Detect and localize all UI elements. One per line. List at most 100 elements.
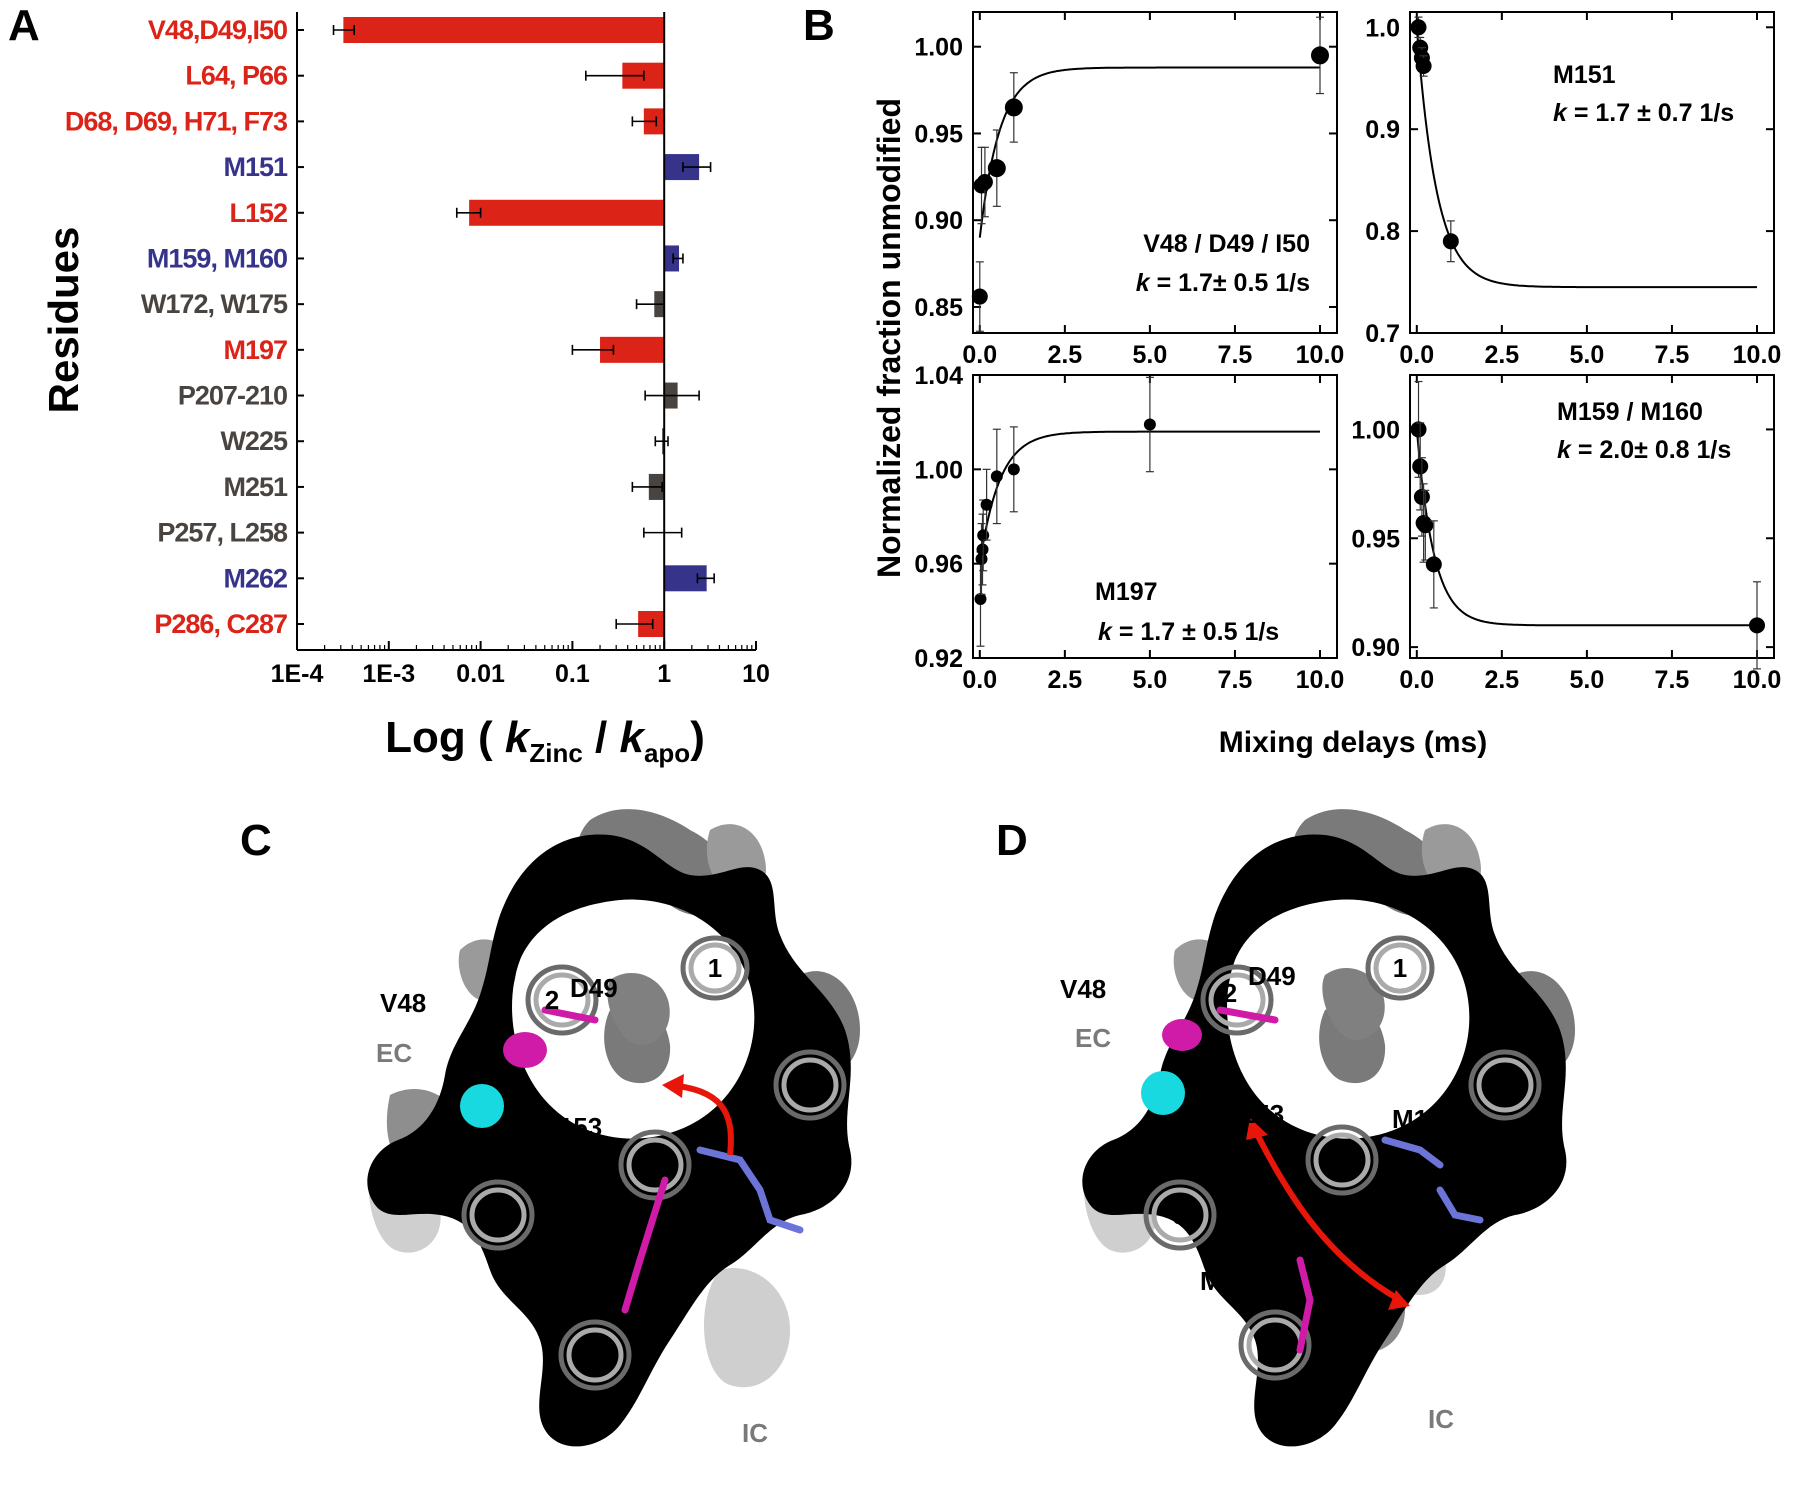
helix-2: 2 [545,985,559,1015]
subplot-tl: 0.0 2.5 5.0 7.5 10.0 0.85 0.90 0.95 1.00 V48 / D4… [914,11,1345,369]
data-point [1413,488,1430,505]
x-tick-label: 5.0 [1570,341,1605,369]
residue-label: V48,D49,I50 [148,15,287,45]
label-h153: H153 [540,1112,602,1142]
x-tick-label: 10 [742,660,770,688]
rate-annotation: k = 1.7 ± 0.7 1/s [1553,99,1734,127]
rate-annotation: k = 1.7 ± 0.5 1/s [1098,618,1279,646]
helix-6: 6 [588,1340,602,1370]
x-tick-label: 0.0 [1399,666,1434,694]
label-d49-d: D49 [1248,961,1296,991]
y-tick-label: 0.92 [914,645,963,673]
xlabel-a: Log ( kZinc / kapo) [385,713,705,768]
residue-label: W172, W175 [141,289,288,319]
x-tick-label: 7.5 [1218,341,1253,369]
x-tick-label: 5.0 [1133,666,1168,694]
rate-annotation: k = 2.0± 0.8 1/s [1557,436,1731,464]
panel-label-d: D [996,816,1028,865]
data-point [971,288,988,305]
x-tick-label: 0.1 [555,660,590,688]
label-h153-d: H153 [1222,1099,1284,1129]
y-tick-label: 1.00 [1351,416,1400,444]
x-tick-label: 1E-4 [271,660,324,688]
subplot-bl: 0.0 2.5 5.0 7.5 10.0 0.92 0.96 1.00 1.04 M197 k = … [914,362,1344,694]
x-tick-label: 10.0 [1296,341,1345,369]
x-tick-label: 2.5 [1484,341,1519,369]
xlabel-b: Mixing delays (ms) [1219,726,1487,759]
x-tick-label: 10.0 [1296,666,1345,694]
data-point [974,593,987,606]
fit-curve [1415,27,1757,289]
side-chains [541,1006,804,1314]
x-tick-label: 0.0 [962,666,997,694]
y-tick-label: 0.90 [914,207,963,235]
plot-frame [1409,11,1775,334]
kinetics-chart-b: Normalized fraction unmodified Mixing de… [871,11,1782,759]
panel-label-a: A [8,1,40,50]
x-tick-label: 5.0 [1570,666,1605,694]
bar [469,199,665,226]
residue-labels: V48,D49,I50 L64, P66 D68, D69, H71, F73 M15… [65,15,289,639]
subplots: 0.0 2.5 5.0 7.5 10.0 0.85 0.90 0.95 1.00 V48 / D4… [914,11,1782,694]
label-m151-d: M151 [1392,1104,1457,1134]
y-tick-label: 1.00 [914,34,963,62]
data-point [1143,418,1156,431]
helix-4: 4 [803,1070,818,1100]
data-point [990,470,1003,483]
label-l152: L152 [560,1221,619,1251]
y-tick-label: 0.8 [1365,218,1400,246]
helix-1: 1 [708,953,722,983]
residue-annotation: M159 / M160 [1557,398,1703,426]
residue-annotation: V48 / D49 / I50 [1143,230,1310,258]
x-tick-label: 10.0 [1733,666,1782,694]
residue-label: M251 [223,472,288,502]
x-tick-label: 7.5 [1655,666,1690,694]
helices [461,935,847,1391]
y-tick-label: 0.95 [1351,525,1400,553]
side-chains [1216,1006,1484,1354]
surface-black [367,834,852,1447]
label-d49: D49 [570,973,618,1003]
label-ec-d: EC [1075,1023,1111,1053]
rate-annotation: k = 1.7± 0.5 1/s [1136,269,1310,297]
label-m197: M197 [520,1279,585,1309]
label-v48: V48 [380,988,426,1018]
x-tick-label: 2.5 [1047,666,1082,694]
x-tick-label: 7.5 [1218,666,1253,694]
label-ic-d: IC [1428,1404,1454,1434]
data-point [1410,19,1427,36]
label-ic: IC [742,1418,768,1448]
data-point [1748,617,1765,634]
panel-label-b: B [803,1,835,50]
data-point [975,552,988,565]
residue-label: P286, C287 [154,609,287,639]
residue-label: M159, M160 [147,243,287,273]
x-tick-label: 7.5 [1655,341,1690,369]
bar [664,245,680,272]
residue-label: P257, L258 [157,518,288,548]
motion-arrow-d [1252,1128,1402,1303]
label-v48-d: V48 [1060,974,1106,1004]
data-point [976,174,993,191]
x-tick-label: 0.0 [962,341,997,369]
x-tick-label: 0.01 [456,660,505,688]
helix-5: 5 [656,1150,670,1180]
helix-4-d: 4 [1498,1070,1513,1100]
zinc-ion-c [460,1084,504,1128]
plot-frame [1409,374,1775,659]
label-m197-d: M197 [1200,1266,1265,1296]
y-tick-label: 0.7 [1365,320,1400,348]
helix-1-d: 1 [1393,953,1407,983]
y-tick-label: 1.0 [1365,14,1400,42]
bar-chart-a: Residues V48,D49,I50 L64, P66 D68, D69, H7… [40,12,770,768]
x-tick-label: 1 [657,660,671,688]
y-tick-label: 0.96 [914,551,963,579]
data-point [987,159,1006,178]
motion-arrow-c [669,1082,734,1156]
data-point [1007,463,1020,476]
x-tick-label: 1E-3 [362,660,415,688]
zinc-ion-d [1141,1071,1185,1115]
structure-d: 1 2 3 4 5 6 V48 D49 EC H153 M151 M197 IC [1060,809,1575,1447]
y-tick-label: 1.00 [914,456,963,484]
